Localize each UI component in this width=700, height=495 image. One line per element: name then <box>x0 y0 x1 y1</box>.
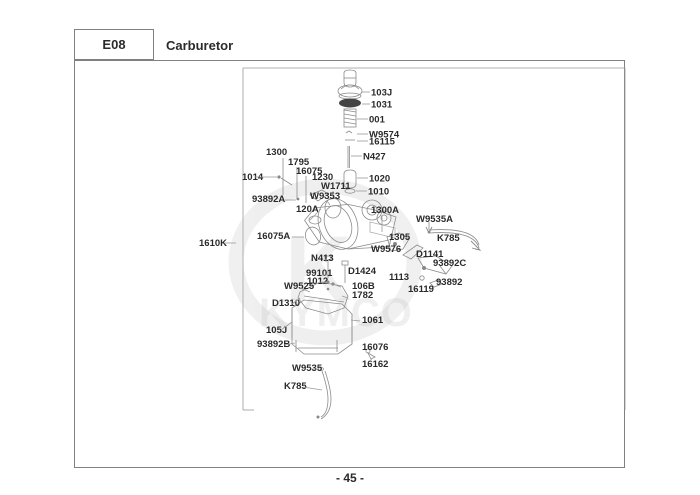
svg-text:16115: 16115 <box>369 137 396 148</box>
svg-text:1010: 1010 <box>368 187 389 198</box>
svg-text:N413: N413 <box>311 253 334 264</box>
svg-text:K785: K785 <box>284 381 307 392</box>
svg-text:105J: 105J <box>266 325 287 336</box>
svg-text:D1310: D1310 <box>272 298 300 309</box>
svg-text:103J: 103J <box>371 88 392 99</box>
svg-text:1782: 1782 <box>352 290 373 301</box>
svg-text:16075A: 16075A <box>257 231 290 242</box>
svg-text:93892: 93892 <box>436 277 462 288</box>
svg-text:1300A: 1300A <box>371 205 399 216</box>
svg-text:1014: 1014 <box>242 172 264 183</box>
svg-text:W9353: W9353 <box>310 191 340 202</box>
svg-text:W9535A: W9535A <box>416 214 453 225</box>
svg-text:W9535: W9535 <box>292 363 323 374</box>
svg-text:16119: 16119 <box>408 284 434 295</box>
svg-text:1061: 1061 <box>362 315 384 326</box>
svg-text:N427: N427 <box>363 152 386 163</box>
svg-text:W9525: W9525 <box>284 281 315 292</box>
svg-text:120A: 120A <box>296 204 319 215</box>
svg-text:16076: 16076 <box>362 342 388 353</box>
svg-text:D1424: D1424 <box>348 266 377 277</box>
svg-text:1113: 1113 <box>389 272 409 283</box>
svg-text:W9576: W9576 <box>371 244 401 255</box>
svg-text:1305: 1305 <box>389 232 411 243</box>
svg-text:1300: 1300 <box>266 147 287 158</box>
svg-text:93892A: 93892A <box>252 194 285 205</box>
svg-text:001: 001 <box>369 115 386 126</box>
svg-text:1610K: 1610K <box>199 238 227 249</box>
svg-text:16162: 16162 <box>362 359 388 370</box>
svg-text:K785: K785 <box>437 233 460 244</box>
svg-text:93892C: 93892C <box>433 258 466 269</box>
svg-text:1031: 1031 <box>371 100 393 111</box>
svg-text:1020: 1020 <box>369 174 390 185</box>
